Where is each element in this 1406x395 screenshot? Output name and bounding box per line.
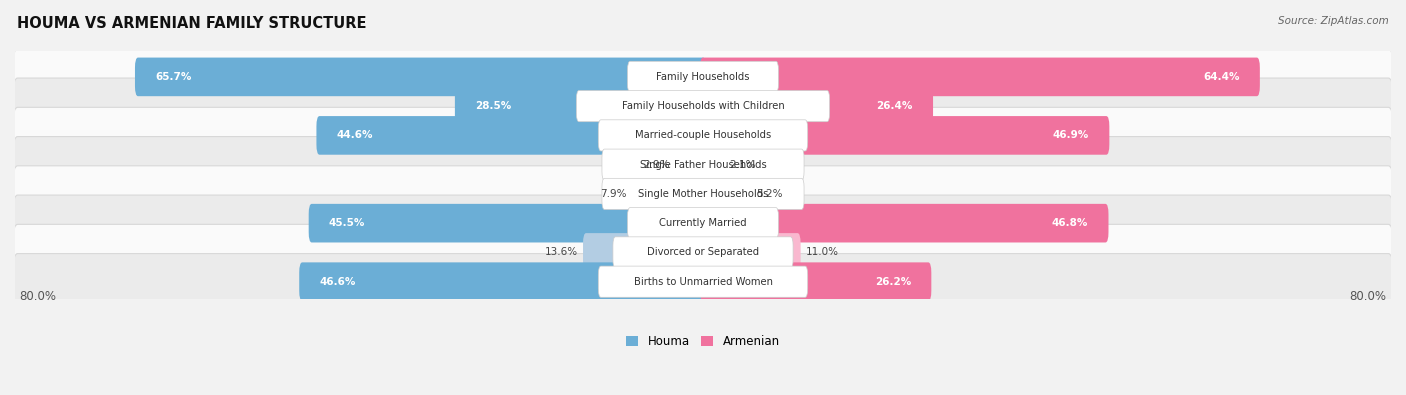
FancyBboxPatch shape [13,224,1393,280]
FancyBboxPatch shape [135,58,706,96]
Text: 11.0%: 11.0% [806,247,839,258]
FancyBboxPatch shape [700,87,934,126]
Text: HOUMA VS ARMENIAN FAMILY STRUCTURE: HOUMA VS ARMENIAN FAMILY STRUCTURE [17,16,367,31]
Text: 5.2%: 5.2% [756,189,783,199]
FancyBboxPatch shape [602,149,804,180]
Text: 13.6%: 13.6% [544,247,578,258]
Text: Births to Unmarried Women: Births to Unmarried Women [634,276,772,287]
FancyBboxPatch shape [576,90,830,122]
FancyBboxPatch shape [599,266,807,297]
FancyBboxPatch shape [700,145,724,184]
Text: 65.7%: 65.7% [155,72,191,82]
FancyBboxPatch shape [309,204,706,243]
Text: 64.4%: 64.4% [1204,72,1240,82]
FancyBboxPatch shape [602,178,804,209]
Text: 80.0%: 80.0% [1350,290,1386,303]
FancyBboxPatch shape [700,175,751,213]
Text: 46.9%: 46.9% [1053,130,1090,140]
Text: Source: ZipAtlas.com: Source: ZipAtlas.com [1278,16,1389,26]
FancyBboxPatch shape [633,175,706,213]
Legend: Houma, Armenian: Houma, Armenian [626,335,780,348]
FancyBboxPatch shape [700,204,1108,243]
Text: 26.4%: 26.4% [876,101,912,111]
FancyBboxPatch shape [456,87,706,126]
Text: Single Father Households: Single Father Households [640,160,766,170]
FancyBboxPatch shape [299,262,706,301]
FancyBboxPatch shape [13,49,1393,105]
FancyBboxPatch shape [675,145,706,184]
Text: 46.6%: 46.6% [319,276,356,287]
Text: 45.5%: 45.5% [329,218,366,228]
FancyBboxPatch shape [316,116,706,155]
FancyBboxPatch shape [13,78,1393,134]
FancyBboxPatch shape [583,233,706,272]
FancyBboxPatch shape [13,195,1393,251]
FancyBboxPatch shape [13,107,1393,164]
FancyBboxPatch shape [700,262,931,301]
FancyBboxPatch shape [13,137,1393,193]
FancyBboxPatch shape [627,208,779,239]
FancyBboxPatch shape [627,61,779,92]
Text: Currently Married: Currently Married [659,218,747,228]
FancyBboxPatch shape [599,120,807,151]
Text: 7.9%: 7.9% [600,189,627,199]
Text: 46.8%: 46.8% [1052,218,1088,228]
FancyBboxPatch shape [700,58,1260,96]
Text: Married-couple Households: Married-couple Households [636,130,770,140]
Text: 80.0%: 80.0% [20,290,56,303]
FancyBboxPatch shape [700,116,1109,155]
FancyBboxPatch shape [700,233,800,272]
Text: 44.6%: 44.6% [336,130,373,140]
FancyBboxPatch shape [13,166,1393,222]
FancyBboxPatch shape [613,237,793,268]
Text: 26.2%: 26.2% [875,276,911,287]
FancyBboxPatch shape [13,254,1393,310]
Text: Divorced or Separated: Divorced or Separated [647,247,759,258]
Text: Single Mother Households: Single Mother Households [638,189,768,199]
Text: 28.5%: 28.5% [475,101,512,111]
Text: 2.1%: 2.1% [730,160,756,170]
Text: Family Households with Children: Family Households with Children [621,101,785,111]
Text: Family Households: Family Households [657,72,749,82]
Text: 2.9%: 2.9% [643,160,669,170]
